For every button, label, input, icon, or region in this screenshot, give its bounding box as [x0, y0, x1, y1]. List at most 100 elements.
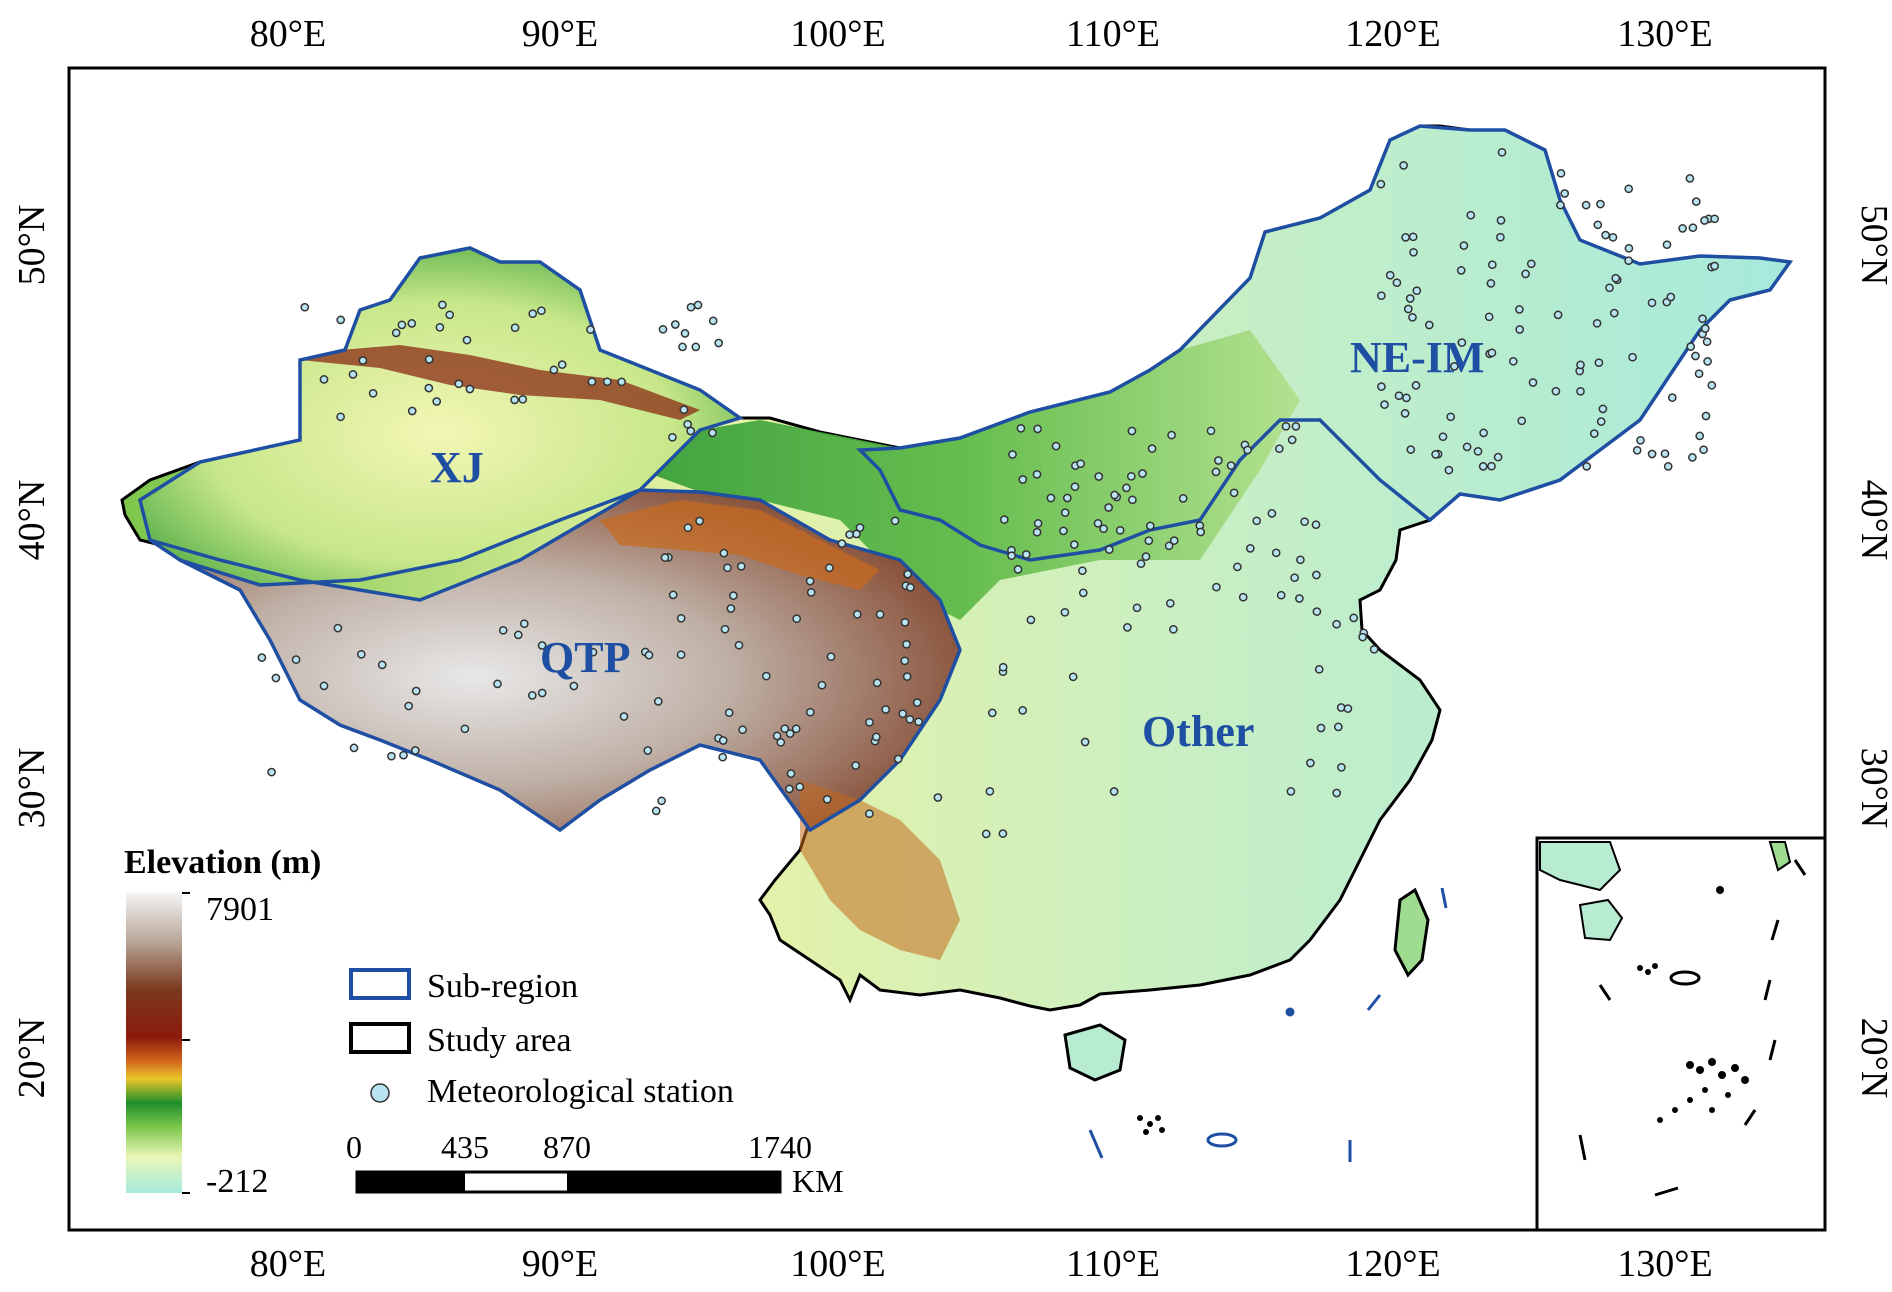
station-marker — [1126, 471, 1136, 481]
symbol-legend: Sub-region Study area Meteorological sta… — [349, 968, 734, 1110]
station-marker — [1695, 431, 1705, 441]
station-marker — [1473, 446, 1483, 456]
station-marker — [1069, 540, 1079, 549]
latitude-label-right: 20°N — [1853, 1018, 1892, 1099]
station-marker — [1497, 147, 1507, 157]
station-marker — [668, 590, 678, 600]
station-marker — [319, 375, 329, 384]
station-marker — [1515, 325, 1525, 334]
station-marker — [1233, 562, 1242, 572]
station-marker — [719, 548, 729, 558]
latitude-label-left: 30°N — [11, 748, 53, 829]
station-marker — [1528, 378, 1538, 387]
station-marker — [795, 782, 805, 792]
station-marker — [1700, 324, 1710, 333]
station-marker — [1109, 787, 1119, 796]
station-marker — [1592, 318, 1602, 328]
station-marker — [1401, 233, 1410, 242]
region-label-xj: XJ — [430, 443, 484, 492]
station-marker — [1078, 566, 1087, 576]
station-marker — [686, 426, 696, 436]
station-marker — [912, 698, 922, 707]
station-marker — [1611, 273, 1621, 283]
station-marker — [903, 569, 913, 579]
station-marker — [1376, 179, 1386, 189]
station-marker — [905, 714, 915, 724]
station-marker — [1245, 544, 1255, 553]
station-marker — [435, 322, 445, 332]
station-marker — [1496, 232, 1505, 242]
station-marker — [1060, 508, 1070, 517]
station-marker — [805, 707, 815, 717]
station-marker — [1380, 400, 1389, 409]
station-marker — [1080, 737, 1090, 747]
station-marker — [791, 724, 801, 734]
station-marker — [678, 342, 687, 352]
ne-im-boundary — [855, 124, 1794, 562]
station-marker — [1400, 409, 1410, 418]
station-marker — [872, 678, 882, 688]
taiwan-island — [1393, 887, 1430, 978]
station-marker — [1138, 469, 1147, 478]
elevation-legend: Elevation (m) 7901 -212 — [124, 844, 321, 1200]
station-marker — [1291, 422, 1301, 431]
station-marker — [1392, 278, 1402, 288]
station-marker — [1178, 494, 1188, 503]
station-marker — [1274, 444, 1284, 454]
station-marker — [1487, 260, 1497, 270]
station-marker — [1243, 445, 1252, 455]
southwest-relief — [800, 780, 960, 960]
station-marker — [1408, 232, 1418, 242]
station-marker — [527, 691, 537, 700]
station-marker — [1647, 449, 1657, 459]
station-marker — [1267, 509, 1277, 518]
station-marker — [588, 647, 598, 657]
longitude-label-top: 120°E — [1345, 13, 1440, 55]
station-marker — [1211, 467, 1221, 477]
station-marker — [825, 563, 834, 573]
station-marker — [691, 342, 701, 352]
tianshan-relief — [300, 345, 700, 420]
station-marker — [792, 614, 802, 624]
station-marker — [1229, 488, 1239, 498]
station-marker — [1104, 545, 1114, 554]
station-marker — [1594, 358, 1604, 368]
longitude-label-bottom: 110°E — [1066, 1243, 1160, 1285]
station-marker — [291, 655, 301, 664]
plateau-relief — [150, 490, 960, 830]
station-marker — [1123, 623, 1132, 632]
station-marker — [1296, 555, 1305, 565]
station-marker — [1164, 541, 1174, 551]
station-marker — [1596, 417, 1606, 426]
station-marker — [1560, 189, 1570, 198]
station-marker — [686, 302, 696, 312]
region-label-ne-im: NE-IM — [1350, 333, 1484, 382]
station-marker — [708, 316, 718, 326]
station-marker — [1662, 240, 1672, 250]
station-marker — [410, 746, 420, 755]
station-marker — [985, 786, 995, 796]
station-marker — [1521, 269, 1530, 279]
station-marker — [528, 309, 538, 319]
station-marker — [1663, 462, 1673, 471]
station-marker — [432, 397, 442, 406]
station-marker — [1553, 310, 1563, 320]
station-marker — [1332, 619, 1341, 629]
station-marker — [1295, 594, 1304, 603]
station-marker — [987, 708, 997, 718]
station-marker — [1660, 449, 1670, 459]
station-marker — [1408, 312, 1417, 322]
station-marker — [890, 516, 900, 526]
station-marker — [734, 640, 744, 650]
legend-station-symbol — [370, 1083, 390, 1103]
longitude-label-bottom: 130°E — [1617, 1243, 1712, 1285]
elevation-color-ramp — [126, 893, 182, 1193]
latitude-label-right: 30°N — [1853, 748, 1892, 829]
station-marker — [1412, 286, 1422, 296]
station-marker — [1424, 320, 1434, 330]
station-marker — [785, 784, 794, 794]
station-marker — [1349, 613, 1359, 623]
station-marker — [643, 746, 653, 755]
station-marker — [1605, 283, 1614, 293]
scale-tick-870: 870 — [543, 1129, 591, 1165]
